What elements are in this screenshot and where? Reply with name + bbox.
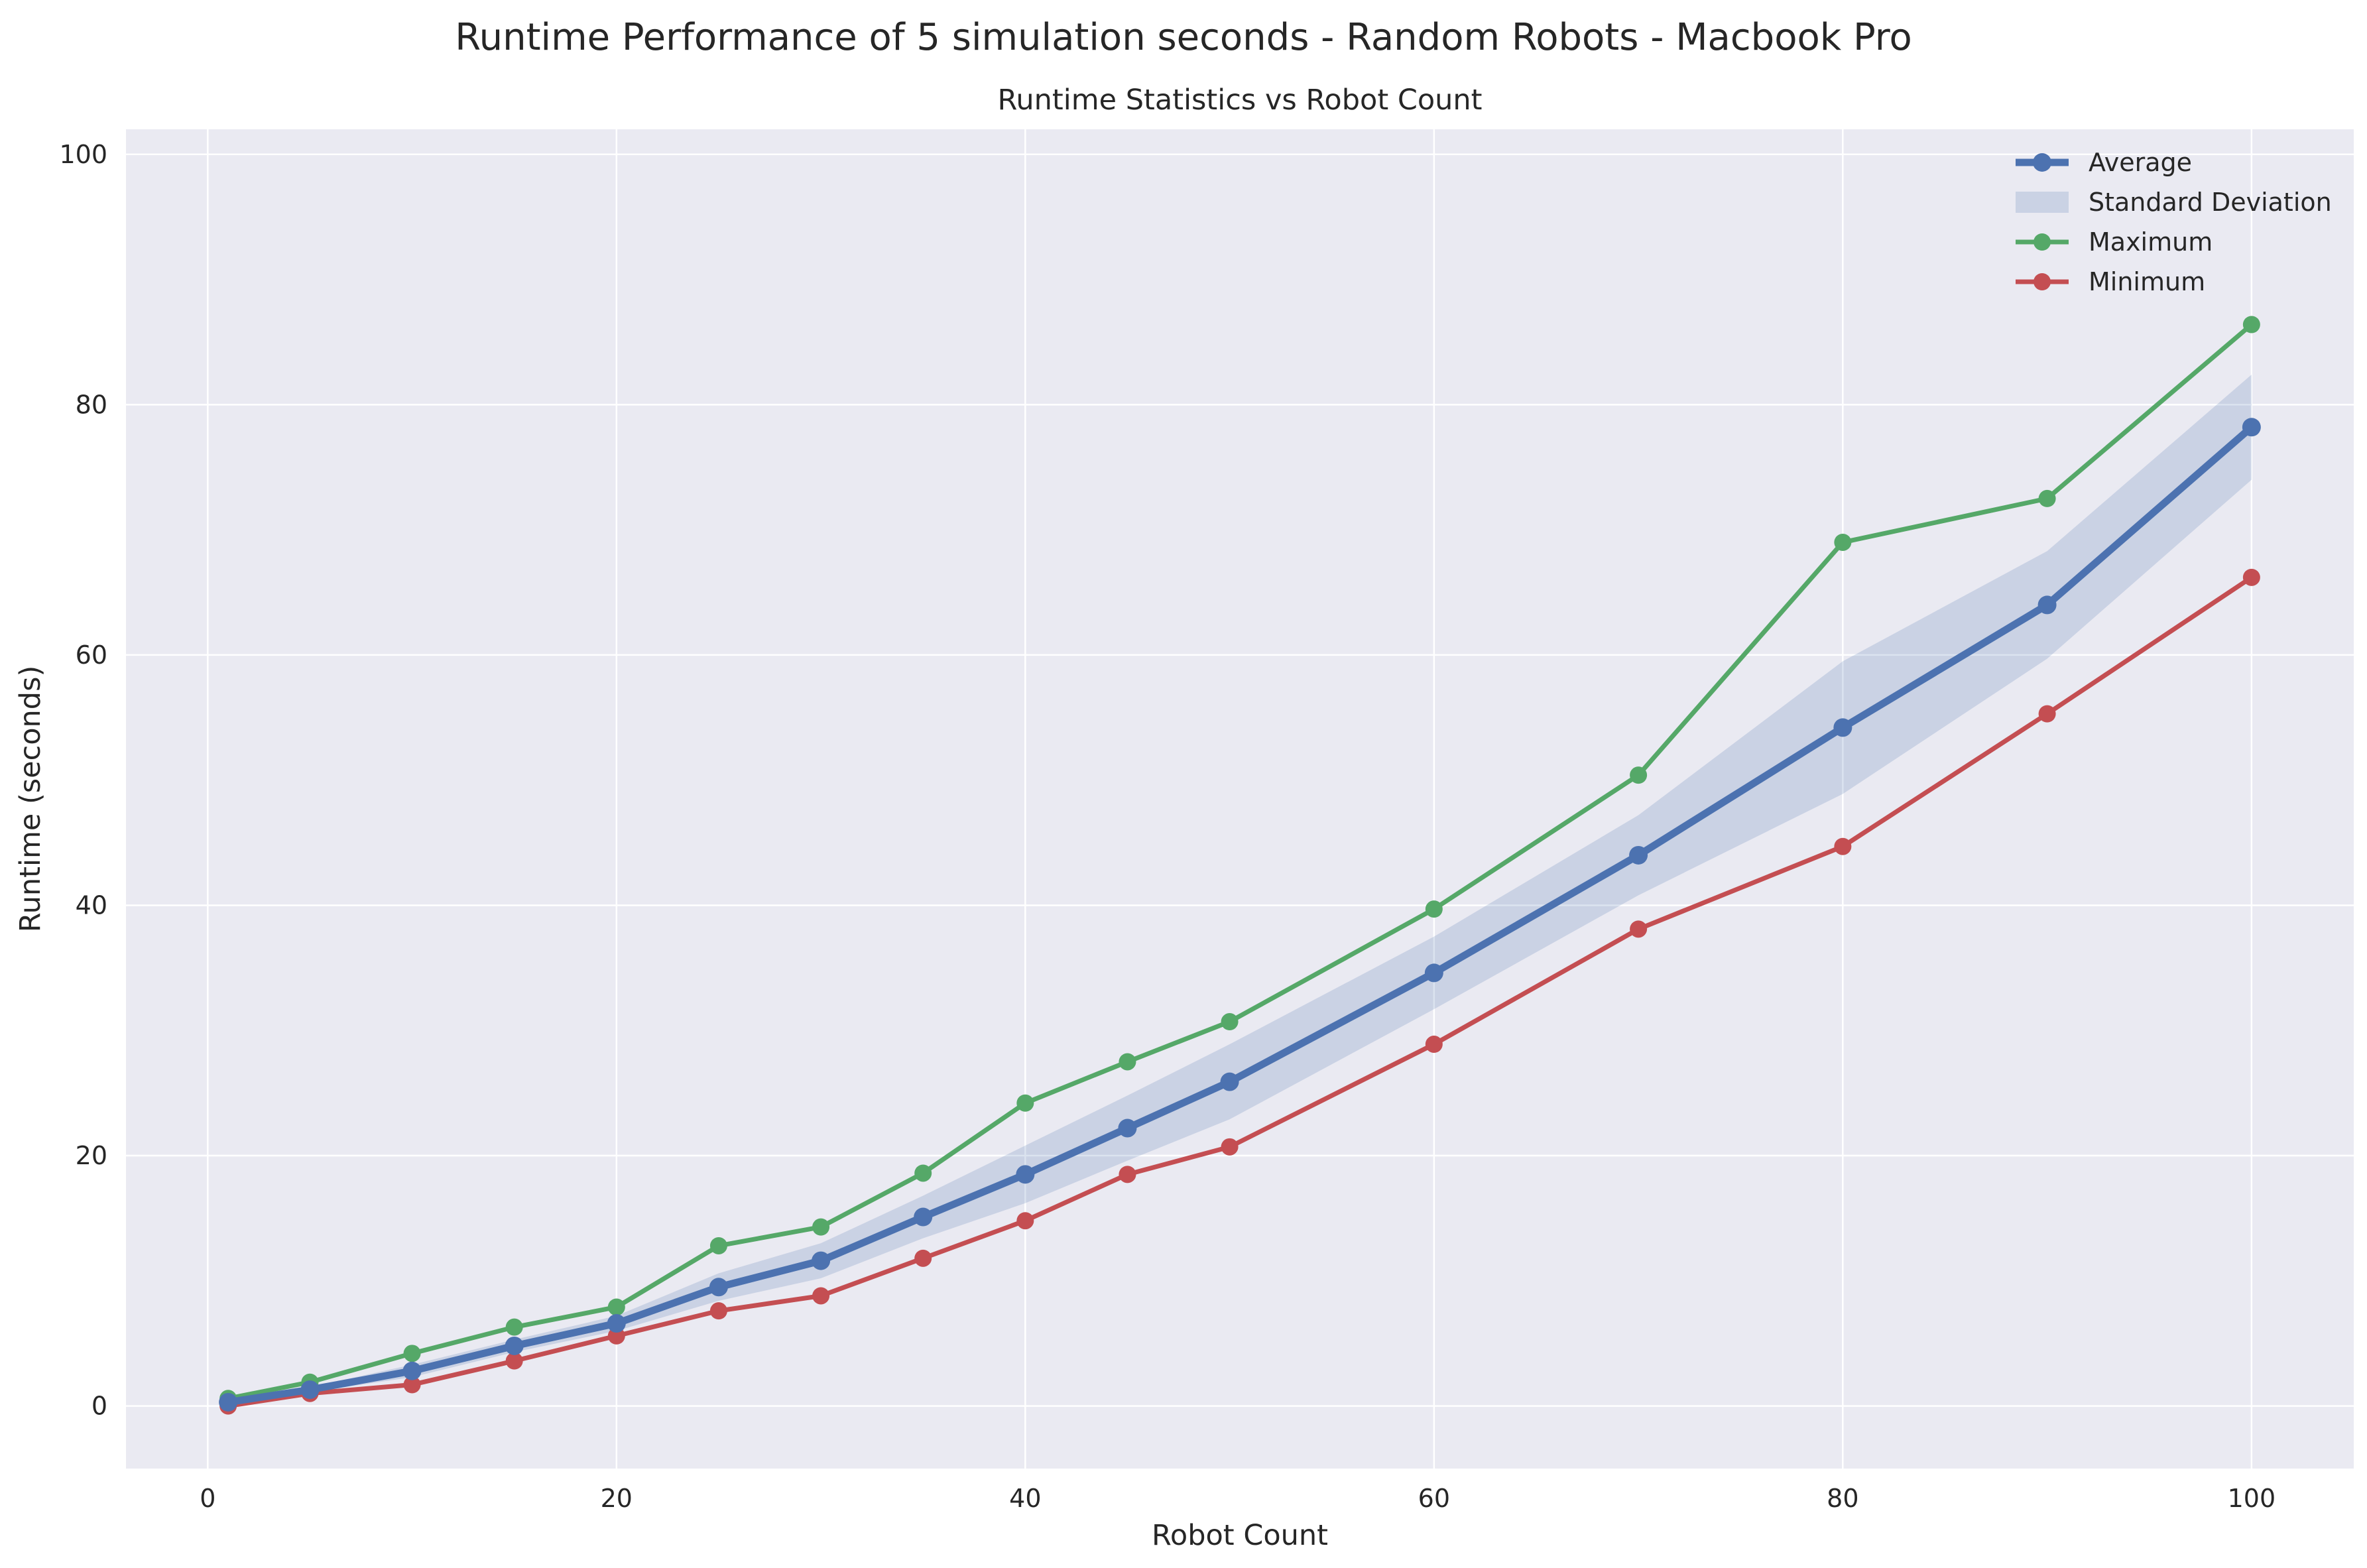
y-tick-label: 0: [91, 1392, 107, 1421]
point-average: [709, 1278, 728, 1297]
x-tick-label: 80: [1827, 1484, 1858, 1513]
y-tick-label: 100: [59, 140, 107, 169]
series-line-average: [224, 423, 2256, 1406]
point-average: [2037, 595, 2057, 615]
point-average: [812, 1251, 831, 1270]
point-minimum: [1834, 837, 1852, 855]
point-average: [1424, 963, 1443, 983]
point-average: [1016, 1165, 1035, 1184]
point-maximum: [403, 1345, 421, 1362]
point-average: [1220, 1072, 1239, 1091]
series-line-maximum: [225, 322, 2254, 1401]
legend: Average Standard Deviation Maximum Minimum: [2016, 148, 2332, 296]
point-minimum: [1016, 1212, 1034, 1230]
point-maximum: [1221, 1013, 1239, 1031]
legend-label-average: Average: [2089, 148, 2192, 177]
point-minimum: [1425, 1036, 1443, 1054]
point-minimum: [2038, 705, 2056, 723]
point-maximum: [2038, 489, 2056, 507]
y-tick-label: 60: [76, 640, 107, 670]
x-axis-label: Robot Count: [1152, 1519, 1328, 1552]
x-tick-label: 40: [1009, 1484, 1041, 1513]
legend-label-maximum: Maximum: [2089, 227, 2213, 257]
point-maximum: [607, 1298, 625, 1316]
point-maximum: [1016, 1094, 1034, 1112]
point-minimum: [403, 1376, 421, 1394]
grid-lines: [126, 129, 2354, 1469]
point-minimum: [1630, 920, 1648, 938]
point-maximum: [2242, 316, 2260, 333]
x-tick-label: 60: [1418, 1484, 1450, 1513]
chart-suptitle: Runtime Performance of 5 simulation seco…: [455, 16, 1912, 59]
point-minimum: [2242, 568, 2260, 586]
legend-swatch-standard-deviation: [2016, 192, 2069, 213]
point-minimum: [914, 1249, 932, 1267]
series-layer: [219, 316, 2261, 1415]
y-tick-label: 20: [76, 1141, 107, 1170]
point-maximum: [1119, 1053, 1136, 1071]
chart-title: Runtime Statistics vs Robot Count: [997, 84, 1482, 117]
point-average: [2242, 418, 2261, 437]
plot-area: [126, 129, 2354, 1469]
point-average: [914, 1207, 933, 1227]
legend-marker-average: [2033, 153, 2051, 172]
point-average: [219, 1392, 238, 1412]
y-tick-label: 40: [76, 890, 107, 920]
point-minimum: [709, 1302, 727, 1320]
legend-label-minimum: Minimum: [2089, 267, 2205, 296]
legend-marker-minimum: [2033, 273, 2051, 290]
point-maximum: [1630, 766, 1648, 784]
point-average: [402, 1361, 422, 1380]
x-tick-label: 20: [601, 1484, 633, 1513]
point-minimum: [1221, 1138, 1239, 1156]
point-maximum: [709, 1236, 727, 1254]
point-minimum: [1119, 1166, 1136, 1183]
point-average: [1118, 1118, 1137, 1138]
point-average: [1833, 718, 1852, 737]
tick-labels: 0 20 40 60 80 100 0 20 40 60 80 100: [59, 140, 2276, 1513]
point-minimum: [505, 1352, 523, 1370]
legend-marker-maximum: [2033, 233, 2051, 251]
y-axis-label: Runtime (seconds): [14, 666, 47, 933]
point-maximum: [1425, 900, 1443, 918]
point-maximum: [505, 1318, 523, 1336]
point-minimum: [812, 1287, 830, 1305]
point-average: [607, 1314, 626, 1333]
point-average: [1629, 845, 1648, 865]
point-average: [300, 1380, 320, 1400]
point-maximum: [1834, 533, 1852, 551]
series-line-minimum: [225, 575, 2254, 1409]
y-tick-label: 80: [76, 390, 107, 419]
point-average: [505, 1336, 524, 1355]
point-maximum: [812, 1218, 830, 1236]
legend-label-standard-deviation: Standard Deviation: [2089, 188, 2332, 217]
x-tick-label: 100: [2228, 1484, 2276, 1513]
point-maximum: [914, 1164, 932, 1182]
x-tick-label: 0: [200, 1484, 215, 1513]
